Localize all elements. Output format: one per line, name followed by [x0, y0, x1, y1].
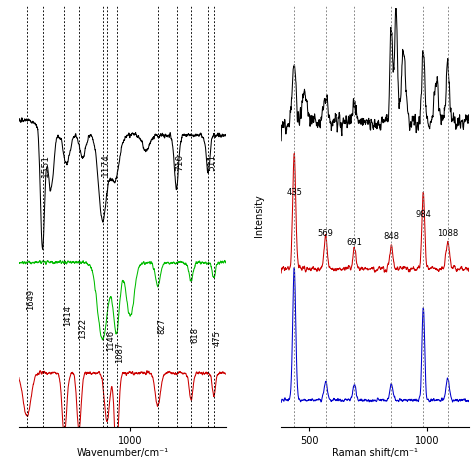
- Text: 1087: 1087: [116, 342, 125, 364]
- Text: 691: 691: [346, 238, 362, 247]
- Text: 1414: 1414: [64, 305, 73, 327]
- Text: 1146: 1146: [106, 330, 115, 351]
- Text: 435: 435: [286, 188, 302, 197]
- Text: 511: 511: [207, 154, 216, 171]
- Text: 827: 827: [157, 318, 166, 334]
- Text: 984: 984: [415, 210, 431, 219]
- X-axis label: Wavenumber/cm⁻¹: Wavenumber/cm⁻¹: [76, 448, 168, 458]
- Text: 848: 848: [383, 232, 399, 241]
- Text: 475: 475: [213, 330, 222, 346]
- Text: 1088: 1088: [437, 228, 458, 237]
- Text: 618: 618: [190, 327, 199, 343]
- Text: Intensity: Intensity: [254, 194, 264, 237]
- X-axis label: Raman shift/cm⁻¹: Raman shift/cm⁻¹: [332, 448, 418, 458]
- Text: 1174: 1174: [101, 154, 110, 176]
- Text: 710: 710: [175, 154, 184, 171]
- Text: 1649: 1649: [26, 289, 35, 310]
- Text: 1322: 1322: [78, 318, 87, 339]
- Text: 569: 569: [318, 228, 334, 237]
- Text: 1551: 1551: [41, 154, 50, 176]
